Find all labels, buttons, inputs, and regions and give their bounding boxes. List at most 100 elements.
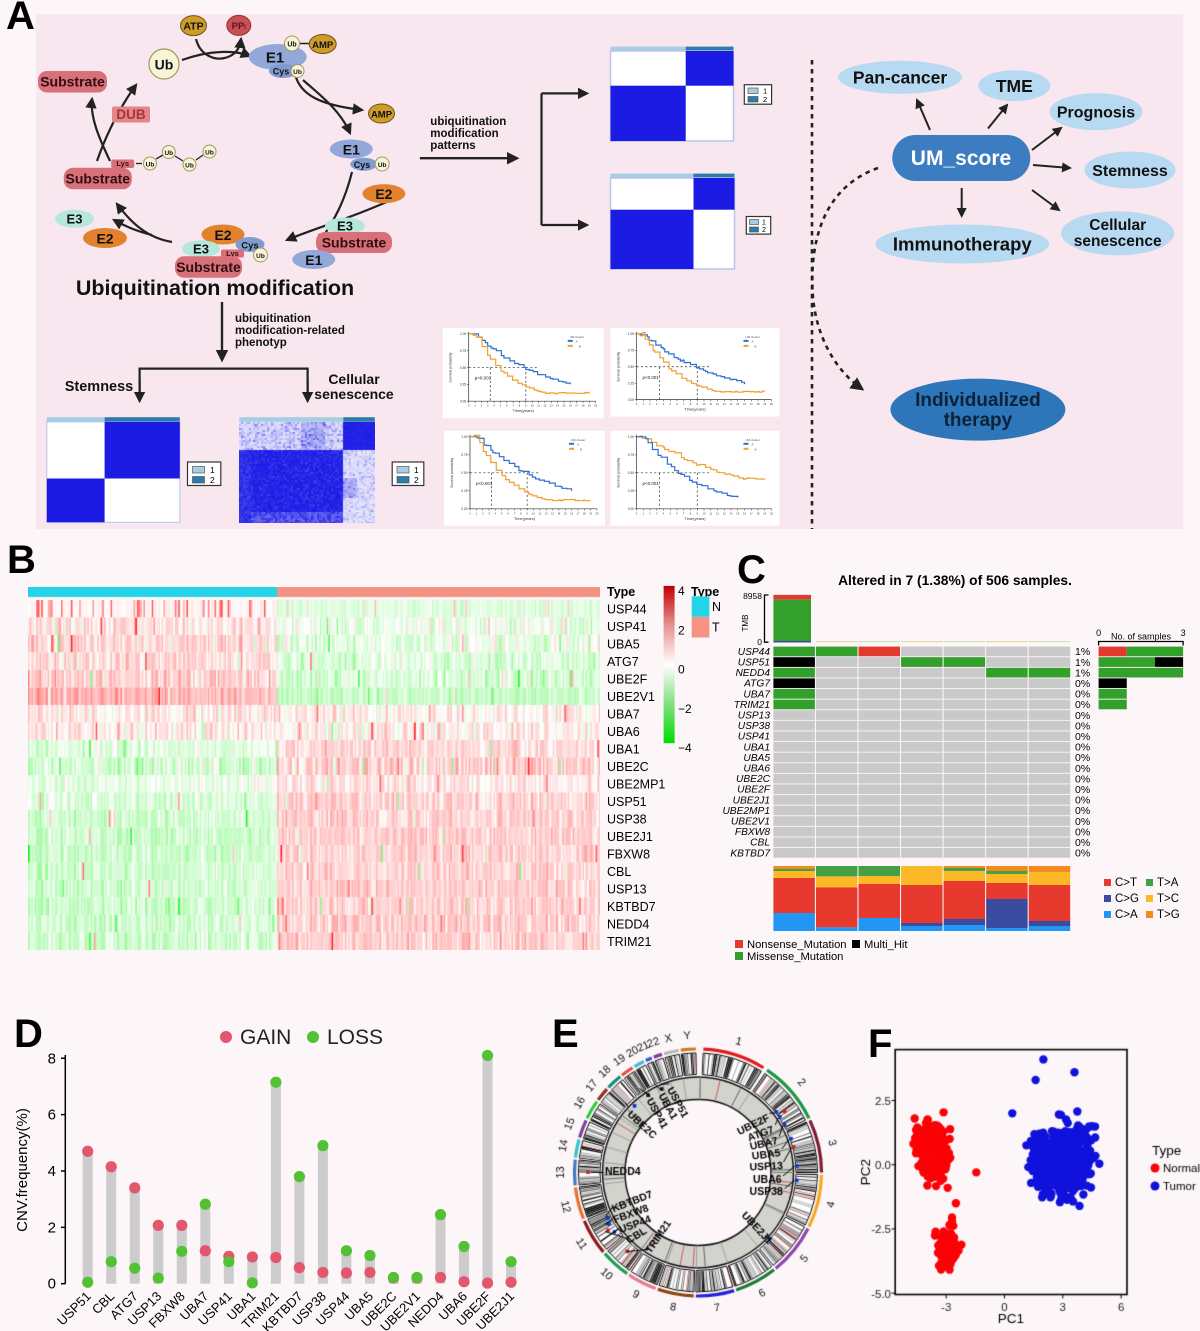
svg-text:1%: 1%: [1075, 646, 1090, 658]
svg-text:0%: 0%: [1075, 773, 1090, 785]
svg-text:1: 1: [643, 511, 645, 515]
svg-text:8: 8: [690, 511, 692, 515]
svg-text:Time(years): Time(years): [684, 516, 706, 521]
svg-text:0.50: 0.50: [628, 471, 634, 475]
svg-text:T>A: T>A: [1157, 877, 1179, 889]
svg-text:0%: 0%: [1075, 763, 1090, 775]
svg-text:TRIM21: TRIM21: [607, 935, 652, 949]
svg-text:3: 3: [487, 404, 489, 408]
svg-text:CBL: CBL: [607, 865, 631, 879]
svg-text:3: 3: [656, 402, 658, 406]
svg-text:1: 1: [210, 465, 215, 475]
svg-text:UM_score: UM_score: [911, 147, 1011, 170]
svg-text:3: 3: [656, 511, 658, 515]
svg-text:1%: 1%: [1075, 667, 1090, 679]
svg-text:Stemness: Stemness: [65, 379, 134, 395]
svg-text:Substrate: Substrate: [322, 235, 387, 251]
svg-text:Pan-cancer: Pan-cancer: [853, 68, 948, 88]
svg-text:E2: E2: [375, 186, 392, 202]
svg-text:1: 1: [476, 511, 478, 515]
svg-text:Ub: Ub: [164, 150, 173, 157]
svg-text:17: 17: [575, 404, 578, 408]
svg-text:E3: E3: [337, 219, 353, 234]
svg-text:−4: −4: [678, 741, 692, 755]
svg-text:A: A: [576, 339, 578, 343]
svg-text:17: 17: [750, 511, 753, 515]
svg-text:6: 6: [506, 404, 508, 408]
svg-text:14: 14: [556, 404, 559, 408]
svg-text:Time(years): Time(years): [513, 408, 535, 413]
svg-text:7: 7: [514, 511, 516, 515]
svg-text:USP51: USP51: [738, 658, 770, 669]
svg-text:Lys: Lys: [226, 249, 239, 258]
svg-text:4: 4: [48, 1163, 56, 1180]
svg-text:LOSS: LOSS: [327, 1026, 383, 1049]
svg-text:10: 10: [703, 402, 706, 406]
svg-text:0%: 0%: [1075, 689, 1090, 701]
svg-text:16: 16: [743, 402, 746, 406]
svg-text:FBXW8: FBXW8: [607, 848, 650, 862]
svg-text:0%: 0%: [1075, 699, 1090, 711]
svg-text:phenotyp: phenotyp: [235, 337, 287, 349]
svg-text:C>A: C>A: [1115, 909, 1138, 921]
svg-text:15: 15: [564, 511, 567, 515]
svg-text:9: 9: [525, 404, 527, 408]
svg-text:Cys: Cys: [273, 67, 290, 77]
svg-text:12: 12: [545, 511, 548, 515]
svg-text:ATP: ATP: [183, 21, 203, 33]
svg-text:8: 8: [690, 402, 692, 406]
svg-text:19: 19: [763, 402, 766, 406]
svg-text:Ub: Ub: [146, 161, 155, 168]
svg-text:0%: 0%: [1075, 826, 1090, 838]
svg-text:0.75: 0.75: [460, 349, 466, 353]
svg-text:2: 2: [482, 511, 484, 515]
svg-text:ubiquitination: ubiquitination: [235, 313, 311, 325]
svg-text:4: 4: [663, 402, 665, 406]
svg-text:Substrate: Substrate: [176, 259, 241, 275]
svg-text:B: B: [580, 447, 582, 451]
svg-text:TME: TME: [996, 76, 1033, 96]
svg-text:15: 15: [736, 402, 739, 406]
svg-text:7: 7: [683, 511, 685, 515]
svg-text:UBE2MP1: UBE2MP1: [607, 778, 665, 792]
svg-text:A: A: [577, 442, 579, 446]
svg-text:20: 20: [594, 404, 597, 408]
svg-text:9: 9: [697, 402, 699, 406]
svg-text:DUB: DUB: [116, 107, 145, 122]
svg-text:Cys: Cys: [241, 241, 258, 252]
svg-text:9: 9: [526, 511, 528, 515]
svg-text:TMB: TMB: [741, 615, 750, 632]
svg-text:Lys: Lys: [116, 159, 129, 168]
svg-text:E3: E3: [193, 242, 209, 257]
svg-text:USP44: USP44: [607, 603, 647, 617]
svg-text:0.25: 0.25: [628, 381, 634, 385]
svg-text:UBE2F: UBE2F: [737, 785, 771, 796]
svg-text:0.00: 0.00: [628, 398, 634, 402]
svg-text:USP41: USP41: [738, 732, 770, 743]
svg-text:p<0.001: p<0.001: [476, 481, 493, 486]
svg-text:UBA5: UBA5: [607, 638, 640, 652]
svg-text:ubiquitination: ubiquitination: [430, 116, 506, 128]
svg-text:11: 11: [538, 511, 541, 515]
svg-text:CNV.frequency(%): CNV.frequency(%): [14, 1108, 31, 1232]
svg-text:0.50: 0.50: [460, 366, 466, 370]
svg-text:Type: Type: [691, 585, 719, 599]
svg-text:B: B: [579, 344, 581, 348]
svg-text:Missense_Mutation: Missense_Mutation: [747, 951, 843, 963]
svg-text:7: 7: [683, 402, 685, 406]
svg-text:2: 2: [210, 475, 215, 485]
svg-text:0%: 0%: [1075, 720, 1090, 732]
svg-text:0%: 0%: [1075, 795, 1090, 807]
svg-text:UM cluster: UM cluster: [746, 335, 760, 339]
svg-text:B: B: [755, 344, 757, 348]
svg-text:UBE2V1: UBE2V1: [731, 817, 770, 828]
svg-text:AMP: AMP: [312, 40, 334, 51]
svg-text:p<0.001: p<0.001: [643, 481, 660, 486]
svg-text:E1: E1: [343, 142, 360, 158]
svg-text:4: 4: [678, 584, 685, 598]
svg-text:Ub: Ub: [185, 162, 194, 169]
svg-text:15: 15: [563, 404, 566, 408]
svg-text:Ub: Ub: [293, 69, 302, 76]
svg-text:1: 1: [762, 220, 766, 227]
svg-text:0%: 0%: [1075, 784, 1090, 796]
